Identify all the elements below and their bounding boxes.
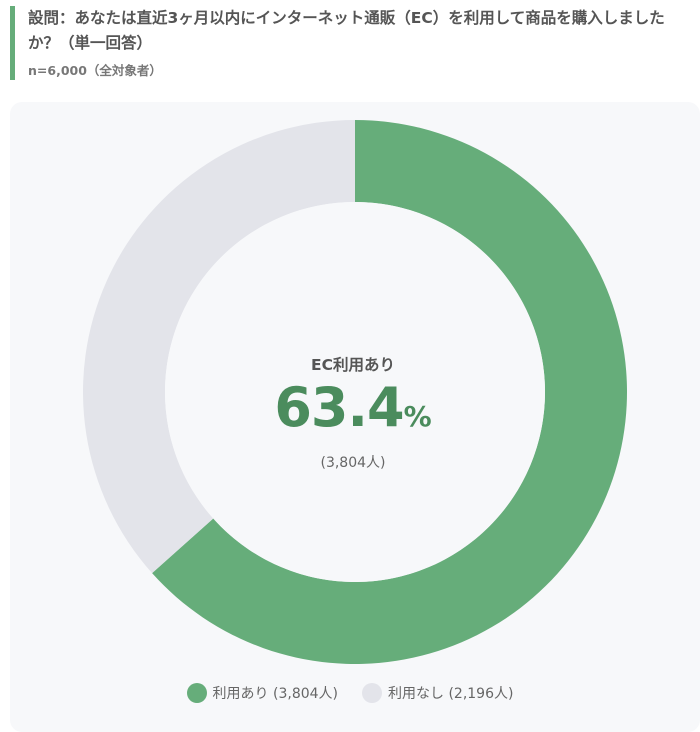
donut-hole (165, 202, 545, 582)
center-count: (3,804人) (320, 455, 386, 471)
legend-swatch-used (186, 683, 207, 703)
center-value-number: 63.4 (274, 376, 404, 439)
center-value-unit: % (403, 400, 432, 433)
chart-legend: 利用あり (3,804人) 利用なし (2,196人) (0, 683, 700, 703)
donut-slice-not-used (82, 119, 355, 574)
sample-size: n=6,000（全対象者） (28, 63, 162, 78)
legend-item-not-used: 利用なし (2,196人) (362, 683, 513, 703)
legend-label-not-used: 利用なし (2,196人) (388, 686, 514, 702)
legend-label-used: 利用あり (3,804人) (212, 686, 338, 702)
question-text: 設問：あなたは直近3ヶ月以内にインターネット通販（EC）を利用して商品を購入しま… (28, 9, 665, 52)
center-label: EC利用あり (311, 356, 395, 374)
question-header: 設問：あなたは直近3ヶ月以内にインターネット通販（EC）を利用して商品を購入しま… (10, 6, 690, 80)
donut-center: EC利用あり 63.4% (3,804人) (178, 355, 528, 472)
donut-slice-used (152, 120, 627, 664)
legend-item-used: 利用あり (3,804人) (186, 683, 338, 703)
legend-swatch-not-used (362, 683, 382, 703)
center-percent: 63.4% (178, 377, 528, 448)
